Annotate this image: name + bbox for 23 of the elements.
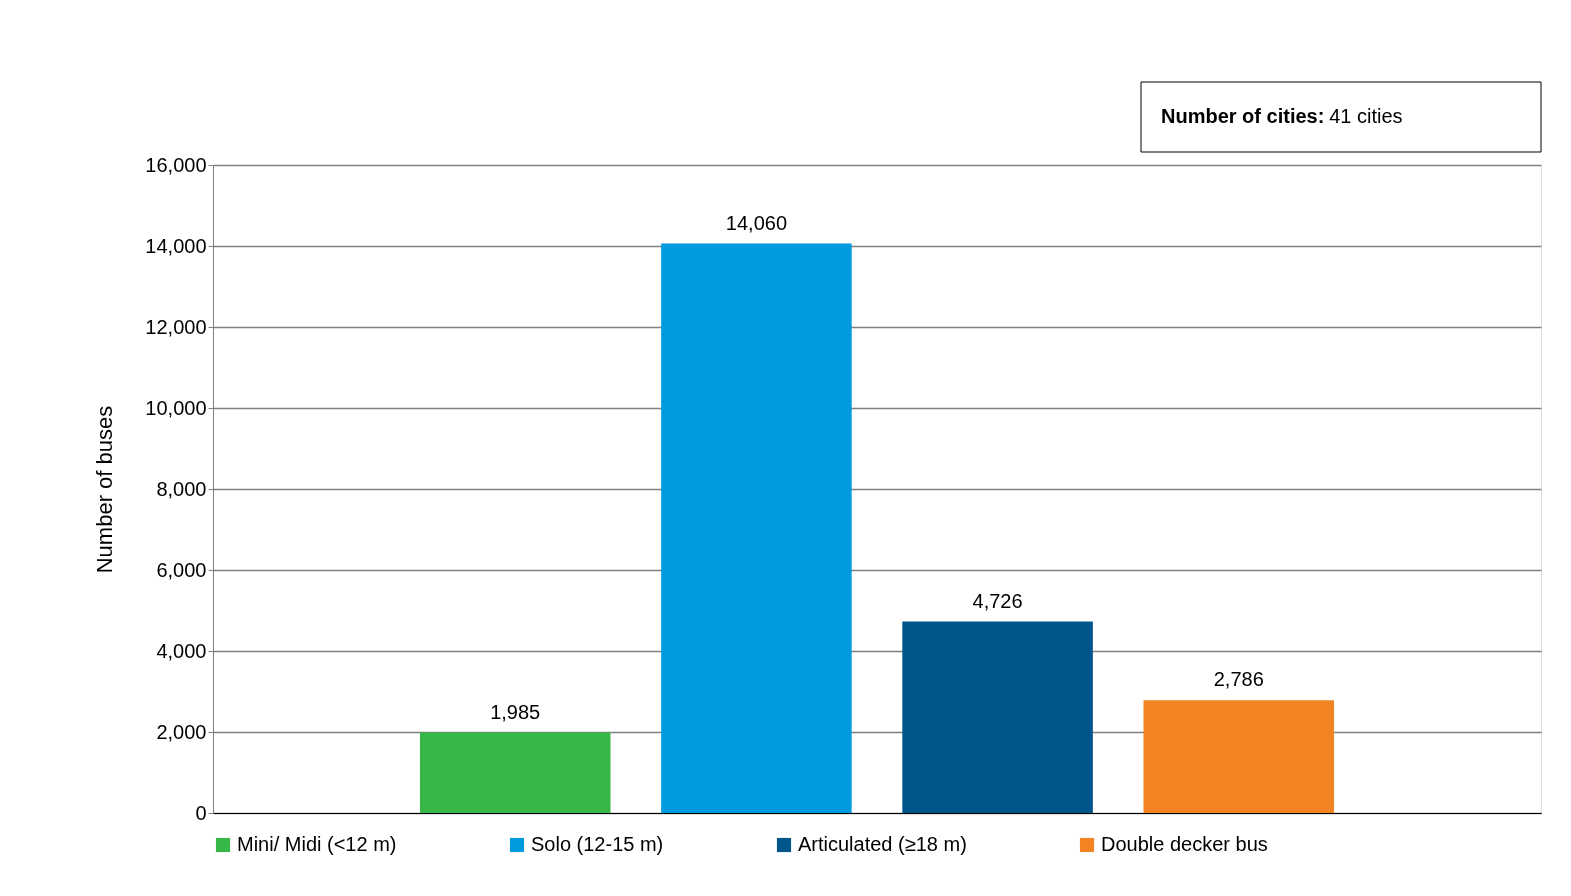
data-label: 2,786	[1213, 668, 1264, 691]
data-label: 1,985	[490, 700, 541, 723]
data-label: 14,060	[725, 211, 787, 234]
legend-label: Mini/ Midi (<12 m)	[237, 833, 397, 855]
y-tick-label: 14,000	[145, 234, 207, 257]
y-tick-label: 8,000	[156, 477, 207, 500]
y-tick-label: 0	[195, 801, 207, 824]
legend-label: Solo (12-15 m)	[531, 833, 664, 855]
y-tick-label: 4,000	[156, 639, 207, 662]
y-tick-label: 12,000	[145, 315, 207, 338]
bar	[902, 621, 1093, 813]
legend-label: Double decker bus	[1101, 833, 1268, 855]
legend-label: Articulated (≥18 m)	[798, 833, 967, 855]
y-tick-label: 2,000	[156, 720, 207, 743]
data-label: 4,726	[972, 589, 1023, 612]
bar	[661, 243, 852, 813]
y-tick-label: 10,000	[145, 396, 207, 419]
bar	[419, 732, 611, 813]
y-tick-label: 16,000	[145, 153, 207, 176]
text: Number of cities: 41 cities	[1161, 105, 1403, 127]
y-axis-title: Number of buses	[92, 405, 118, 574]
y-tick-label: 6,000	[156, 558, 207, 581]
bar	[1143, 700, 1335, 813]
